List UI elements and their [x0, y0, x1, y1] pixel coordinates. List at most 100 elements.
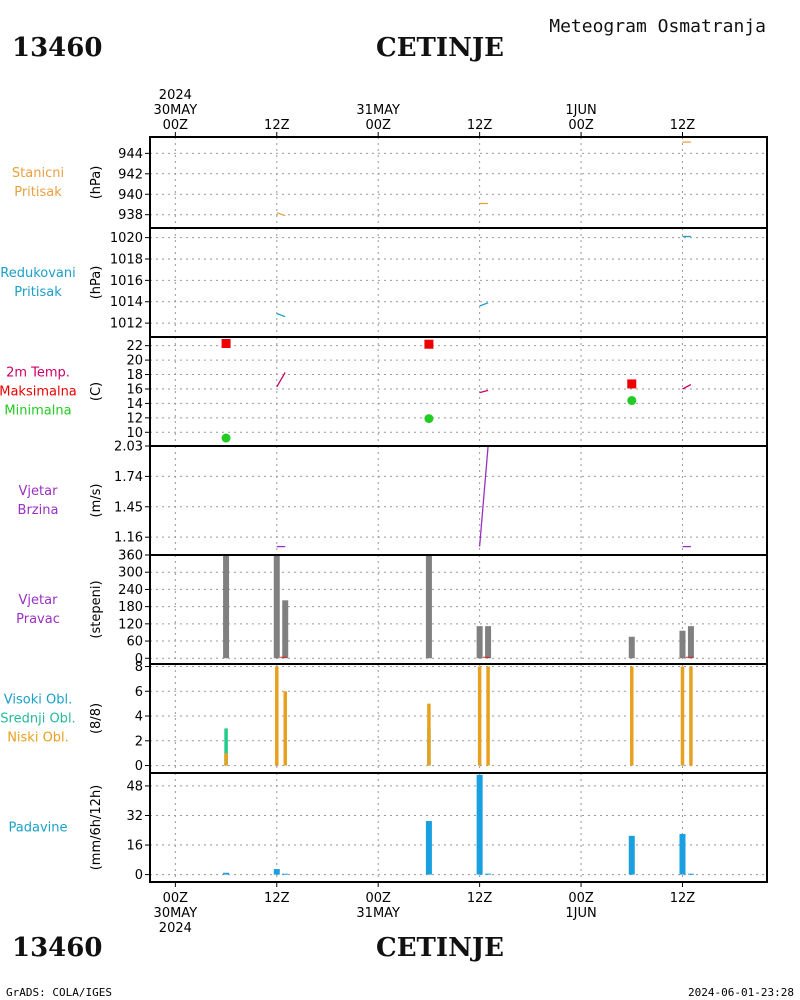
bottom-time-label: 12Z [264, 891, 290, 906]
panel-label: Niski Obl. [7, 731, 69, 746]
data-bar [273, 555, 280, 659]
panel-label: Minimalna [4, 404, 71, 419]
ytick-label: 120 [118, 617, 143, 632]
panel-frame [149, 227, 768, 338]
bottom-time-label: 00Z [365, 891, 391, 906]
data-bar [273, 869, 280, 875]
y-axis-label: (8/8) [89, 703, 104, 734]
panel-label: Padavine [9, 821, 68, 836]
panels: 938940942944(hPa)StanicniPritisak1012101… [0, 136, 768, 883]
bottom-time-label: 2024 [159, 921, 192, 936]
panel-oblaci: 0 2 4 6 8 (8/8) Visoki Obl. Srednji Obl. Niski O… [0, 660, 768, 774]
ytick-label: 2 [135, 734, 143, 749]
data-bar [687, 873, 694, 875]
data-bar [485, 873, 492, 875]
ytick-label: 16 [126, 382, 143, 397]
max-temp-marker [627, 379, 637, 389]
data-bar [223, 555, 230, 659]
top-time-label: 30MAY [154, 103, 198, 118]
y-axis-label: (hPa) [89, 266, 104, 300]
cloud-bar [477, 666, 482, 766]
panel-label: Pritisak [14, 185, 62, 200]
ytick-label: 1.16 [114, 531, 143, 546]
bottom-time-label: 31MAY [356, 906, 400, 921]
cloud-bar [630, 666, 634, 766]
top-time-label: 12Z [467, 118, 493, 133]
panel-label: Visoki Obl. [4, 693, 72, 708]
ytick-label: 20 [126, 354, 143, 369]
ytick-label: 1014 [110, 295, 143, 310]
ytick-label: 12 [126, 411, 143, 426]
ytick-label: 360 [118, 549, 143, 564]
panel-padavine: 0 16 32 48 (mm/6h/12h) Padavine [9, 772, 768, 883]
data-bar [485, 626, 492, 659]
data-bar [425, 821, 432, 875]
panel-frame [149, 663, 768, 774]
data-line-segment [276, 212, 286, 217]
max-temp-marker [221, 338, 231, 348]
data-line-segment [479, 302, 489, 307]
min-temp-marker [424, 414, 434, 424]
credit-text: GrADS: COLA/IGES [6, 986, 112, 999]
cloud-bar [486, 666, 490, 766]
panel-label: Brzina [18, 503, 59, 518]
ytick-label: 944 [118, 147, 143, 162]
panel-frame [149, 336, 768, 447]
ytick-label: 1018 [110, 252, 143, 267]
panel-frame [149, 445, 768, 556]
cloud-bar [283, 691, 287, 766]
ytick-label: 6 [135, 685, 143, 700]
y-axis-label: (hPa) [89, 166, 104, 200]
panel-label: Vjetar [19, 484, 59, 499]
data-line-segment [276, 312, 286, 318]
data-line-segment [479, 389, 489, 394]
ytick-label: 22 [126, 339, 143, 354]
y-axis-label: (mm/6h/12h) [89, 785, 104, 871]
top-time-label: 2024 [159, 88, 192, 103]
ytick-label: 180 [118, 600, 143, 615]
panel-stanicni: 938 940 942 944 (hPa) Stanicni Pritisak [12, 136, 768, 229]
panel-frame [149, 772, 768, 883]
bottom-time-label: 12Z [467, 891, 493, 906]
data-bar [687, 626, 694, 659]
top-time-label: 00Z [163, 118, 189, 133]
ytick-label: 60 [126, 635, 143, 650]
cloud-bar [689, 666, 693, 766]
data-bar [223, 872, 230, 875]
panel-label: 2m Temp. [6, 366, 70, 381]
data-line-segment [682, 384, 692, 390]
ytick-label: 240 [118, 583, 143, 598]
top-time-label: 12Z [264, 118, 290, 133]
station-id-top: 13460 [12, 33, 102, 63]
data-bar [679, 630, 686, 659]
ytick-label: 48 [126, 779, 143, 794]
ytick-label: 1012 [110, 317, 143, 332]
cloud-bar [224, 728, 228, 766]
ytick-label: 32 [126, 809, 143, 824]
cloud-bar [427, 703, 431, 766]
max-temp-marker [424, 339, 434, 349]
data-bar [476, 626, 483, 659]
bottom-time-label: 12Z [670, 891, 696, 906]
panel-label: Vjetar [19, 593, 59, 608]
data-bar [679, 833, 686, 875]
chart-kind-title: Meteogram Osmatranja [549, 16, 766, 37]
data-bar [425, 555, 432, 659]
min-temp-marker [221, 433, 231, 443]
ytick-label: 1016 [110, 274, 143, 289]
ytick-label: 942 [118, 167, 143, 182]
station-name-bottom: CETINJE [376, 933, 504, 963]
y-axis-label: (m/s) [89, 484, 104, 518]
ytick-label: 10 [126, 426, 143, 441]
y-axis-label: (stepeni) [89, 580, 104, 638]
ytick-label: 938 [118, 208, 143, 223]
ytick-label: 16 [126, 839, 143, 854]
top-time-label: 00Z [365, 118, 391, 133]
ytick-label: 300 [118, 566, 143, 581]
panel-label: Maksimalna [0, 385, 77, 400]
data-bar [628, 636, 635, 659]
timestamp-text: 2024-06-01-23:28 [688, 986, 794, 999]
